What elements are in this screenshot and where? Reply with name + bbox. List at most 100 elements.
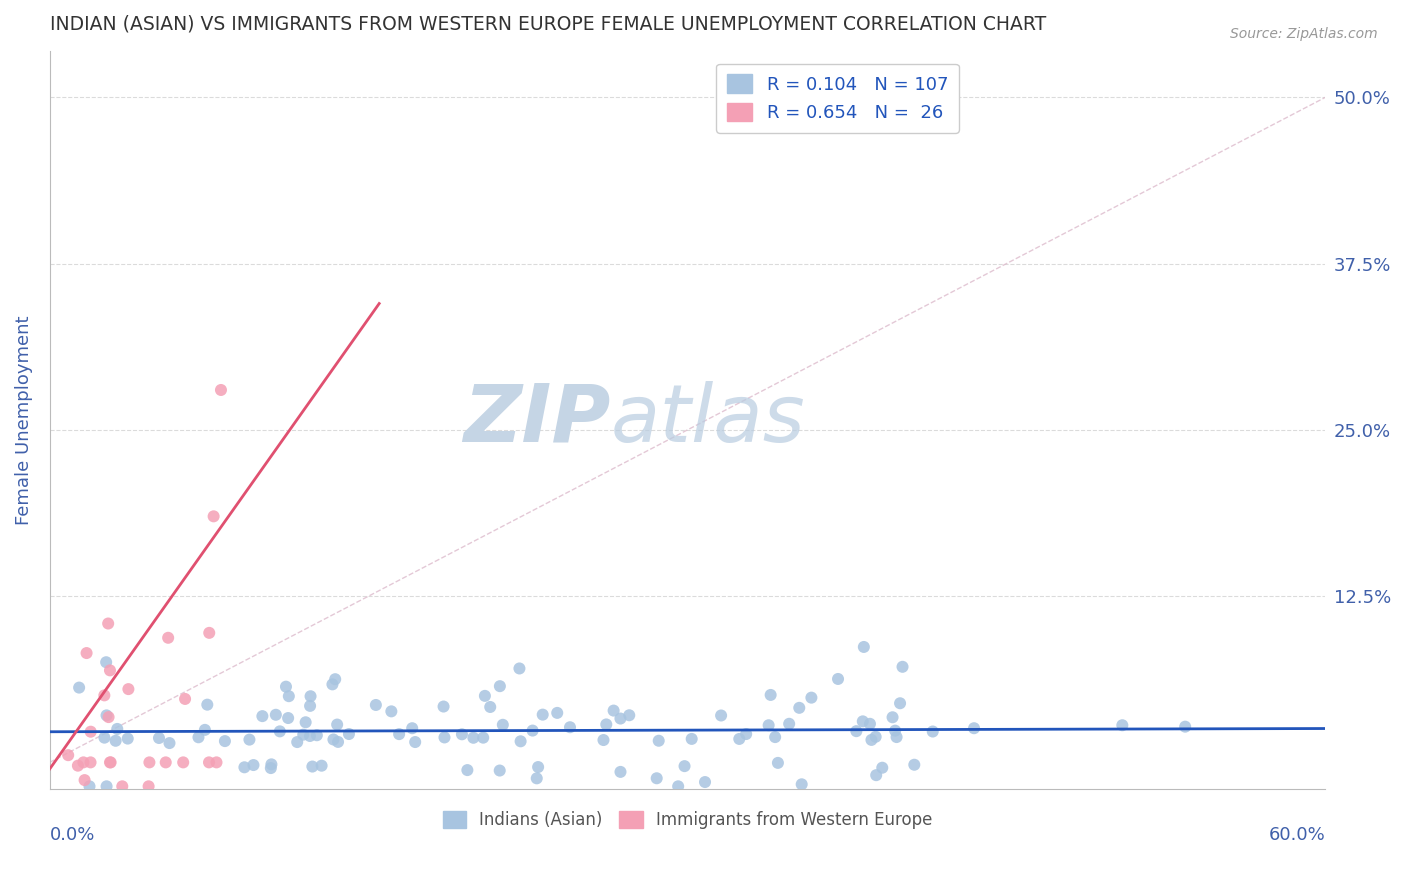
Point — [148, 731, 170, 745]
Point — [294, 715, 316, 730]
Point — [526, 772, 548, 786]
Point — [790, 777, 813, 791]
Point — [214, 734, 236, 748]
Point — [264, 707, 287, 722]
Point — [66, 758, 89, 772]
Point — [681, 731, 703, 746]
Point — [138, 780, 160, 794]
Point — [105, 722, 128, 736]
Point — [100, 756, 122, 770]
Point — [277, 711, 299, 725]
Point — [157, 631, 180, 645]
Point — [693, 775, 716, 789]
Point — [299, 690, 322, 704]
Point — [860, 732, 883, 747]
Point — [159, 736, 181, 750]
Point — [921, 724, 943, 739]
Point — [546, 706, 568, 720]
Point — [388, 727, 411, 741]
Point — [474, 689, 496, 703]
Point — [886, 730, 908, 744]
Point — [778, 716, 800, 731]
Point — [872, 761, 894, 775]
Point — [609, 712, 631, 726]
Point — [242, 758, 264, 772]
Point — [531, 707, 554, 722]
Point — [238, 732, 260, 747]
Point — [963, 721, 986, 735]
Point — [96, 780, 118, 794]
Text: Source: ZipAtlas.com: Source: ZipAtlas.com — [1230, 27, 1378, 41]
Point — [58, 748, 80, 763]
Text: ZIP: ZIP — [464, 381, 612, 458]
Point — [322, 732, 344, 747]
Point — [326, 717, 349, 731]
Point — [194, 723, 217, 737]
Point — [451, 727, 474, 741]
Point — [117, 731, 139, 746]
Point — [432, 699, 454, 714]
Point — [298, 729, 321, 743]
Point — [735, 727, 758, 741]
Point — [852, 714, 875, 729]
Point — [763, 730, 786, 744]
Point — [337, 727, 360, 741]
Point — [673, 759, 696, 773]
Point — [488, 764, 510, 778]
Point — [1111, 718, 1133, 732]
Point — [645, 771, 668, 785]
Point — [97, 710, 120, 724]
Point — [489, 679, 512, 693]
Y-axis label: Female Unemployment: Female Unemployment — [15, 315, 32, 524]
Point — [233, 760, 256, 774]
Point — [305, 728, 328, 742]
Point — [111, 780, 134, 794]
Point — [76, 646, 98, 660]
Point — [198, 625, 221, 640]
Point — [202, 509, 225, 524]
Point — [269, 724, 291, 739]
Point — [195, 698, 218, 712]
Point — [508, 661, 530, 675]
Point — [364, 698, 387, 712]
Point — [138, 756, 160, 770]
Point — [648, 733, 671, 747]
Point — [558, 720, 581, 734]
Point — [72, 756, 94, 770]
Point — [277, 689, 299, 703]
Point — [174, 692, 197, 706]
Point — [891, 660, 914, 674]
Point — [787, 701, 810, 715]
Point — [285, 735, 308, 749]
Point — [602, 704, 624, 718]
Legend: Indians (Asian), Immigrants from Western Europe: Indians (Asian), Immigrants from Western… — [436, 805, 939, 836]
Point — [592, 733, 614, 747]
Point — [274, 680, 297, 694]
Point — [619, 708, 641, 723]
Point — [401, 721, 423, 735]
Point — [321, 677, 343, 691]
Point — [260, 757, 283, 772]
Point — [97, 616, 120, 631]
Point — [609, 764, 631, 779]
Point — [865, 730, 887, 744]
Point — [595, 717, 617, 731]
Text: INDIAN (ASIAN) VS IMMIGRANTS FROM WESTERN EUROPE FEMALE UNEMPLOYMENT CORRELATION: INDIAN (ASIAN) VS IMMIGRANTS FROM WESTER… — [49, 15, 1046, 34]
Point — [209, 383, 232, 397]
Point — [117, 682, 139, 697]
Point — [301, 759, 323, 773]
Point — [758, 718, 780, 732]
Point — [292, 728, 315, 742]
Point — [728, 731, 751, 746]
Point — [766, 756, 789, 770]
Point — [666, 780, 689, 794]
Point — [882, 710, 904, 724]
Point — [93, 731, 115, 745]
Point — [859, 716, 882, 731]
Point — [323, 672, 346, 686]
Point — [800, 690, 823, 705]
Point — [404, 735, 426, 749]
Point — [104, 733, 127, 747]
Point — [380, 704, 402, 718]
Point — [299, 698, 322, 713]
